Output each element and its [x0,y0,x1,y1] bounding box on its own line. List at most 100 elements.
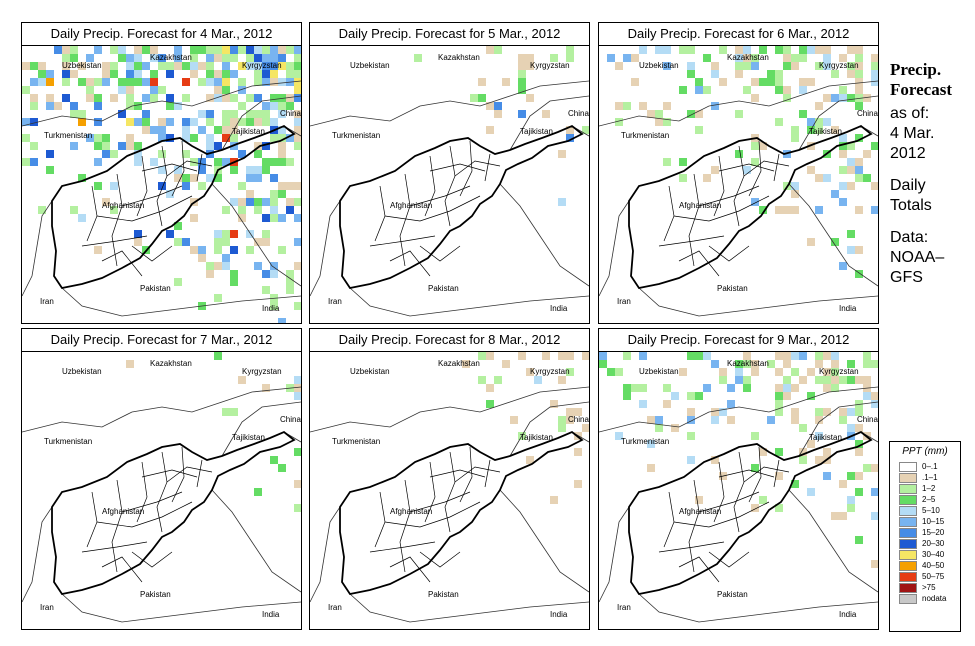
precip-cell [294,62,301,70]
precip-cell [270,78,278,86]
precip-cell [222,230,230,238]
precip-cell [102,134,110,142]
side-title-line1: Precip. [890,60,942,79]
province-border [678,556,720,583]
precip-cell [623,392,631,400]
precip-cell [214,54,222,62]
precip-cell [222,158,230,166]
precip-cell [855,166,863,174]
precip-cell [615,62,623,70]
precip-cell [134,78,142,86]
legend-swatch [899,483,917,494]
legend-label: 15–20 [922,528,945,537]
iran-label: Iran [328,603,342,612]
country-border [61,287,301,317]
province-border [101,250,143,277]
precip-cell [174,54,182,62]
precip-cell [791,384,799,392]
country-border [499,183,589,287]
precip-cell [214,70,222,78]
precip-cell [270,158,278,166]
precip-cell [222,262,230,270]
precip-cell [615,118,623,126]
precip-cell [847,142,855,150]
uzbekistan-label: Uzbekistan [639,61,679,70]
turkmenistan-label: Turkmenistan [621,131,669,140]
precip-cell [639,400,647,408]
precip-cell [126,134,134,142]
precip-cell [254,166,262,174]
province-border [101,556,143,583]
data-line3: GFS [890,269,923,286]
precip-cell [815,102,823,110]
precip-cell [687,352,695,360]
precip-cell [246,246,254,254]
precip-cell [182,150,190,158]
precip-cell [855,472,863,480]
precip-cell [262,286,270,294]
province-border [673,195,770,222]
province-border [444,451,456,533]
precip-cell [775,392,783,400]
legend-swatch [899,593,917,604]
legend-item: 50–75 [890,571,960,582]
precip-cell [286,182,294,190]
precip-cell [70,46,78,54]
precip-cell [775,504,783,512]
precip-cell [663,384,671,392]
precip-cell [134,158,142,166]
precip-cell [735,376,743,384]
province-border [454,160,501,177]
precip-cell [815,206,823,214]
precip-cell [238,376,246,384]
precip-cell [855,78,863,86]
precip-cell [190,118,198,126]
precip-cell [847,166,855,174]
precip-cell [254,262,262,270]
province-border [399,173,411,267]
precip-cell [254,238,262,246]
precip-cell [166,118,174,126]
precip-cell [767,360,775,368]
precip-cell [134,118,142,126]
totals-line2: Totals [890,197,932,214]
precip-cell [839,150,847,158]
precip-cell [86,86,94,94]
precip-cell [198,158,206,166]
precip-cell [206,142,214,150]
precip-cell [30,62,38,70]
precip-cell [150,158,158,166]
precip-map: Kazakhstan Uzbekistan Kyrgyzstan China Tajik… [599,352,878,629]
precip-cell [62,62,70,70]
precip-cell [222,86,230,94]
precip-cell [743,384,751,392]
province-border [713,461,725,523]
kyrgyzstan-label: Kyrgyzstan [530,61,570,70]
tajikistan-label: Tajikistan [232,127,265,136]
province-border [409,491,471,513]
precip-cell [30,142,38,150]
precip-cell [150,126,158,134]
precip-cell [214,86,222,94]
precip-cell [631,54,639,62]
precip-cell [262,230,270,238]
panel-title: Daily Precip. Forecast for 4 Mar., 2012 [22,23,301,46]
precip-cell [679,174,687,182]
precip-cell [270,198,278,206]
precip-cell [94,134,102,142]
province-border [171,140,185,197]
precip-cell [847,230,855,238]
precip-cell [206,174,214,182]
precip-cell [214,246,222,254]
precip-cell [198,78,206,86]
province-border [424,155,436,217]
precip-cell [823,472,831,480]
legend-item: nodata [890,593,960,604]
precip-cell [270,62,278,70]
legend-swatch [899,472,917,483]
precip-cell [262,110,270,118]
precip-cell [799,456,807,464]
country-border [61,593,301,623]
precip-cell [783,384,791,392]
precip-cell [134,230,142,238]
